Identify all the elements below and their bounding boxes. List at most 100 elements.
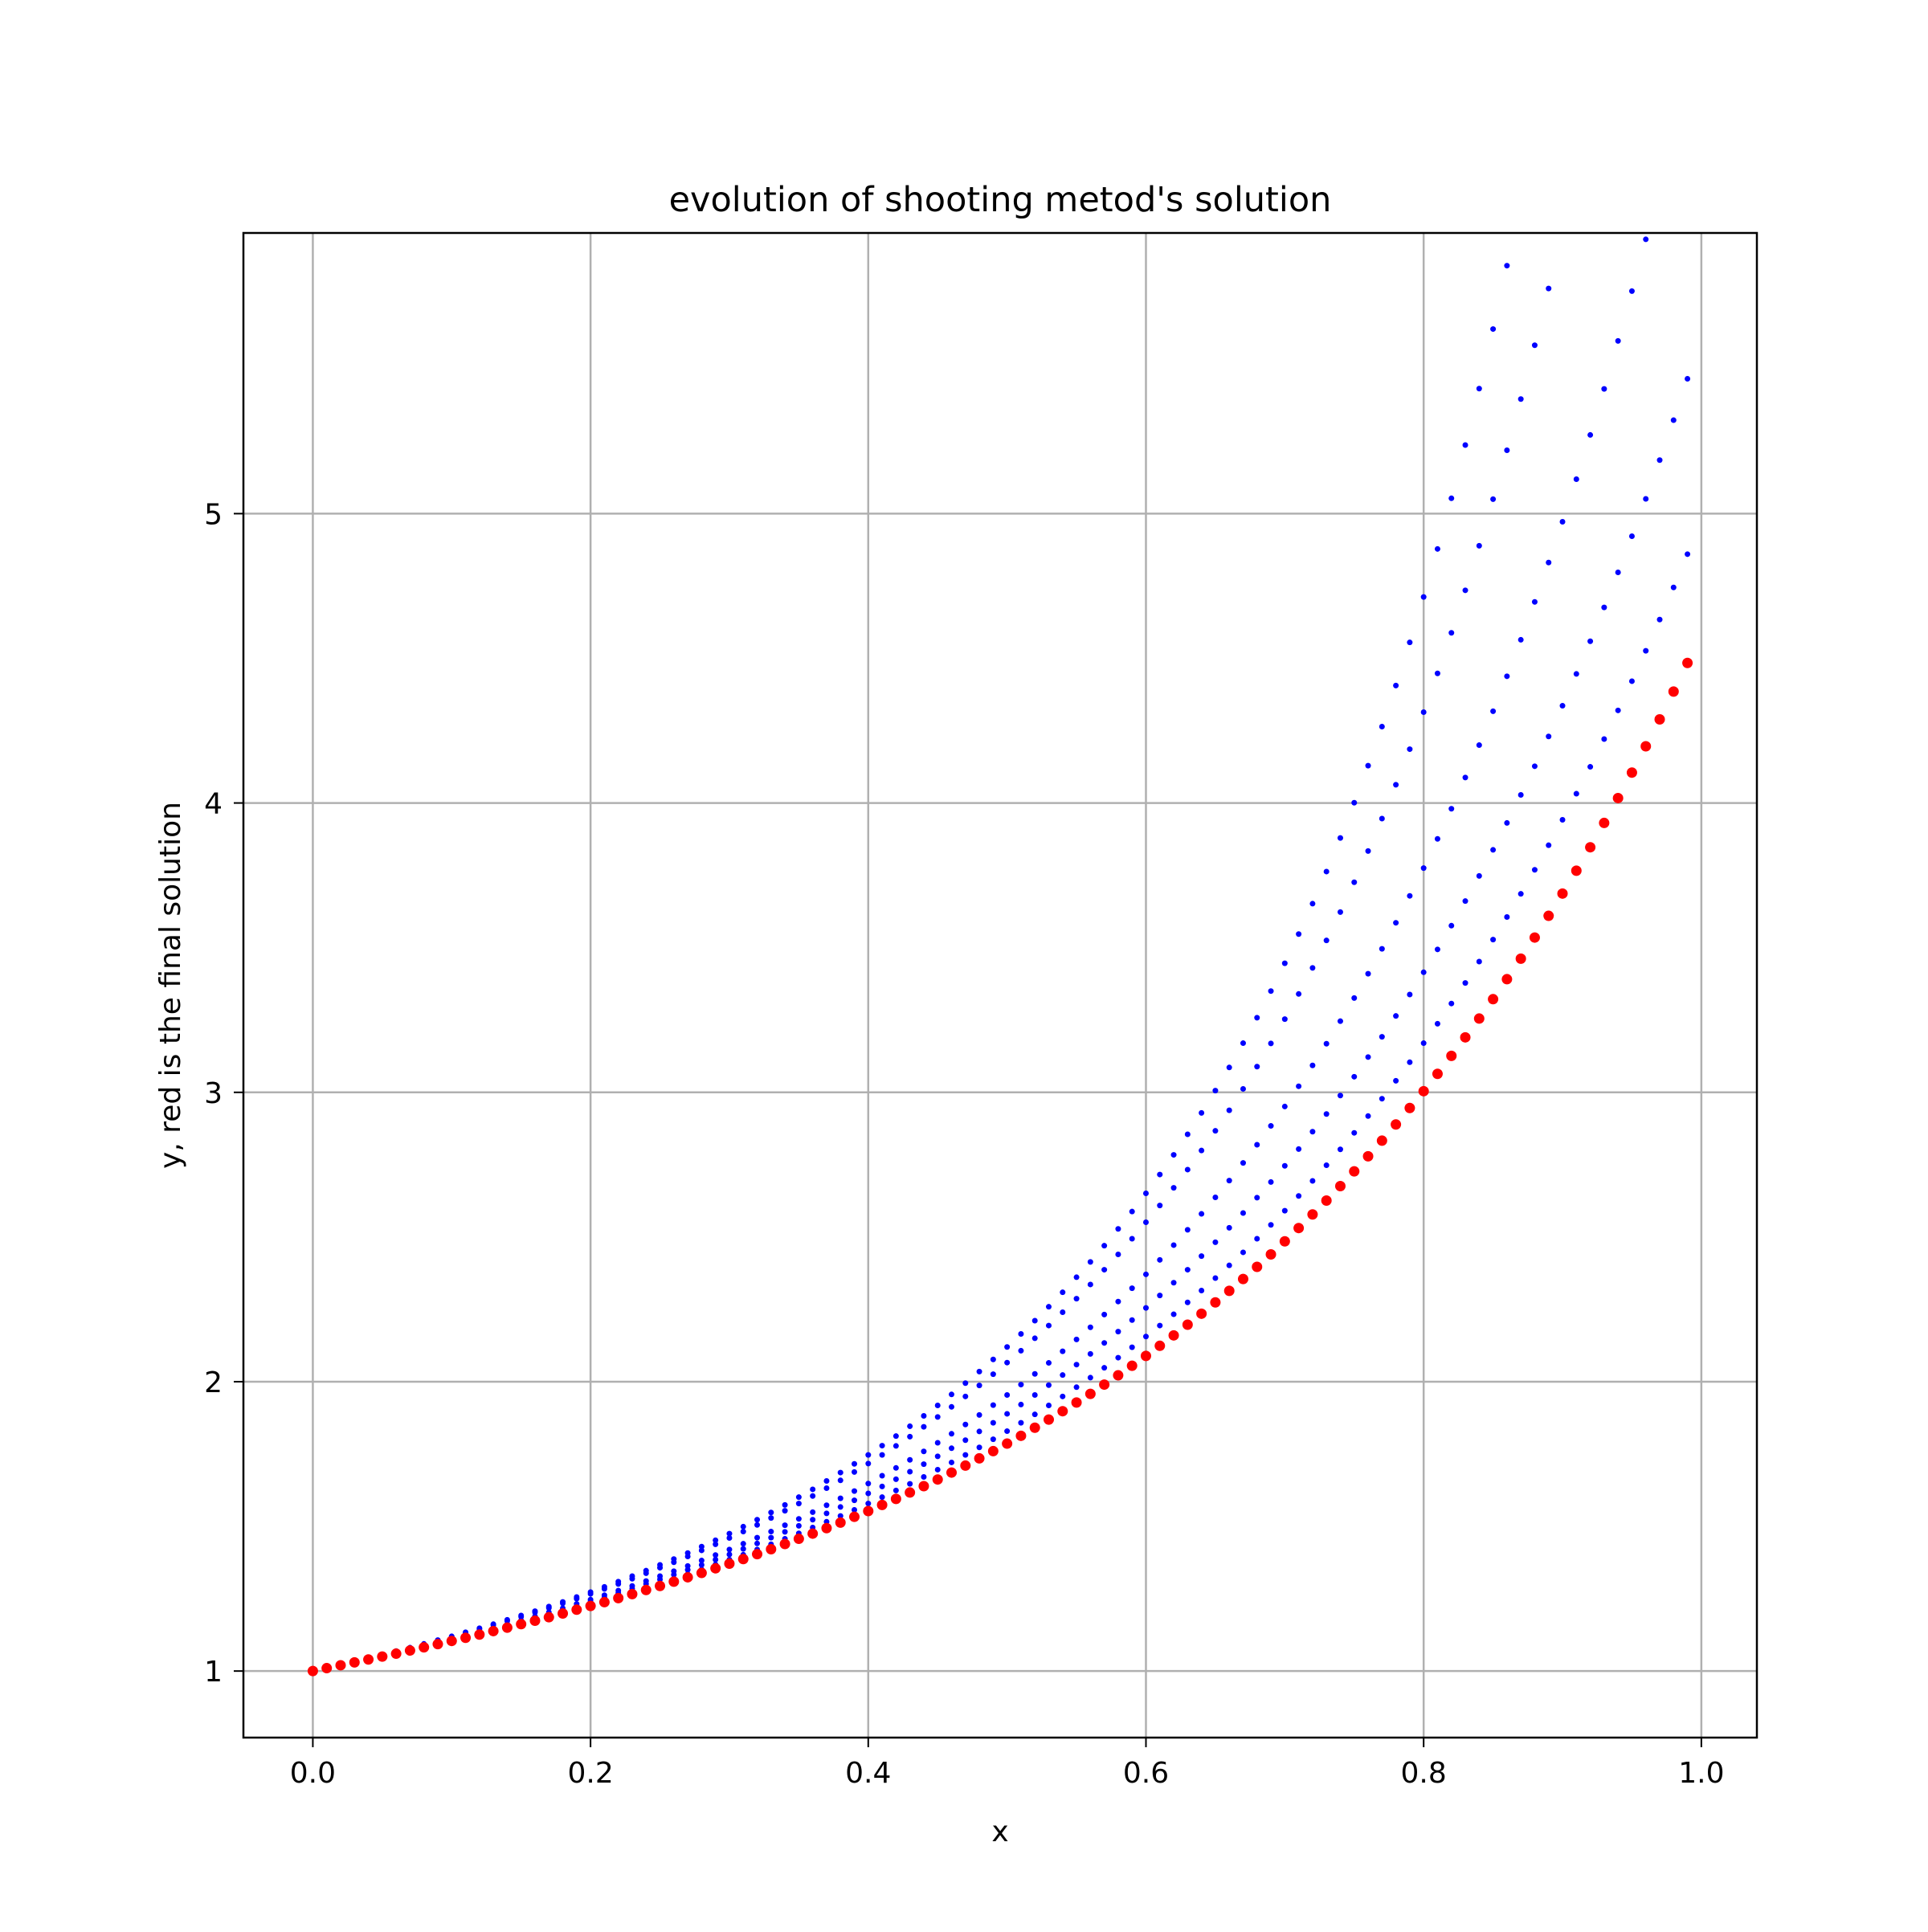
data-point [1060,1309,1066,1316]
data-point [823,1485,830,1492]
data-point [1643,236,1649,243]
data-point [1462,898,1468,905]
data-point [726,1534,733,1541]
data-point [934,1466,941,1472]
data-point [962,1437,969,1444]
data-point [962,1452,969,1458]
data-point [835,1517,846,1528]
data-point [1571,865,1582,876]
data-point [754,1517,761,1523]
data-point [1379,946,1385,952]
y-tick-label: 2 [204,1366,223,1399]
data-point [1407,639,1413,646]
data-point [974,1452,985,1464]
data-point [1184,1227,1191,1233]
data-point [893,1443,899,1449]
data-point [1448,922,1455,929]
data-point [349,1656,360,1668]
data-point [1323,1162,1330,1169]
data-point [1196,1308,1207,1319]
data-point [587,1591,594,1597]
data-point [1626,767,1637,778]
data-point [1476,542,1482,549]
data-point [710,1562,721,1574]
data-point [1573,476,1579,483]
data-point [949,1445,955,1452]
data-point [1670,417,1677,423]
data-point [1199,1211,1205,1217]
data-point [1323,1111,1330,1117]
data-point [1157,1171,1163,1178]
data-point [949,1403,955,1410]
data-point [1254,1142,1260,1148]
data-point [1393,1013,1399,1019]
data-point [1129,1208,1135,1215]
axis-ticks: 0.0 0.2 0.4 0.6 0.8 1.0 1 2 3 4 5 [204,498,1724,1790]
data-point [1004,1411,1011,1417]
data-point [921,1423,927,1430]
data-point [1337,1018,1343,1024]
data-point [1365,762,1371,769]
data-point [1293,1223,1305,1234]
x-tick-label: 0.0 [290,1757,336,1790]
data-point [1434,1020,1440,1027]
grid [243,233,1757,1738]
data-point [782,1529,788,1535]
data-point [990,1356,996,1362]
data-point [837,1469,844,1476]
data-point [1170,1185,1177,1191]
data-point [1087,1259,1093,1265]
data-point [1670,584,1677,590]
data-point [671,1559,677,1566]
data-point [1601,736,1607,742]
data-point [1210,1297,1221,1308]
data-point [865,1490,872,1497]
data-point [1296,931,1302,937]
data-point [754,1534,761,1541]
data-point [1045,1402,1052,1408]
data-point [1170,1280,1177,1286]
data-point [1184,1131,1191,1138]
data-point [865,1460,872,1467]
data-point [823,1510,830,1517]
data-point [795,1501,802,1507]
data-point [335,1660,346,1671]
data-point [1393,782,1399,788]
data-point [1515,953,1526,964]
data-point [1504,673,1510,680]
data-point [1199,1147,1205,1154]
data-point [990,1419,996,1426]
data-point [1115,1329,1121,1335]
data-point [1351,1129,1358,1136]
x-tick-label: 1.0 [1678,1757,1724,1790]
data-point [1015,1430,1027,1441]
data-point [1226,1178,1232,1184]
data-point [1434,946,1440,953]
data-point [1018,1382,1024,1388]
data-point [1543,910,1554,921]
data-point [921,1412,927,1419]
data-point [1434,835,1440,842]
data-point [1237,1273,1248,1285]
data-point [879,1472,885,1479]
data-point [1226,1262,1232,1268]
data-point [1240,1160,1246,1166]
data-point [1448,495,1455,501]
data-point [1031,1392,1038,1399]
data-point [1087,1350,1093,1357]
y-tick-label: 5 [204,498,223,531]
data-point [1170,1311,1177,1317]
data-point [1420,969,1427,975]
data-point [962,1393,969,1399]
data-point [1031,1317,1038,1324]
data-point [460,1632,472,1644]
data-point [1018,1419,1024,1426]
data-point [1296,1146,1302,1152]
data-point [1309,965,1316,971]
data-point [1129,1285,1135,1292]
data-point [1323,937,1330,944]
data-point [1628,288,1635,294]
data-point [1476,742,1482,749]
data-point [821,1522,832,1534]
data-point [893,1433,899,1440]
